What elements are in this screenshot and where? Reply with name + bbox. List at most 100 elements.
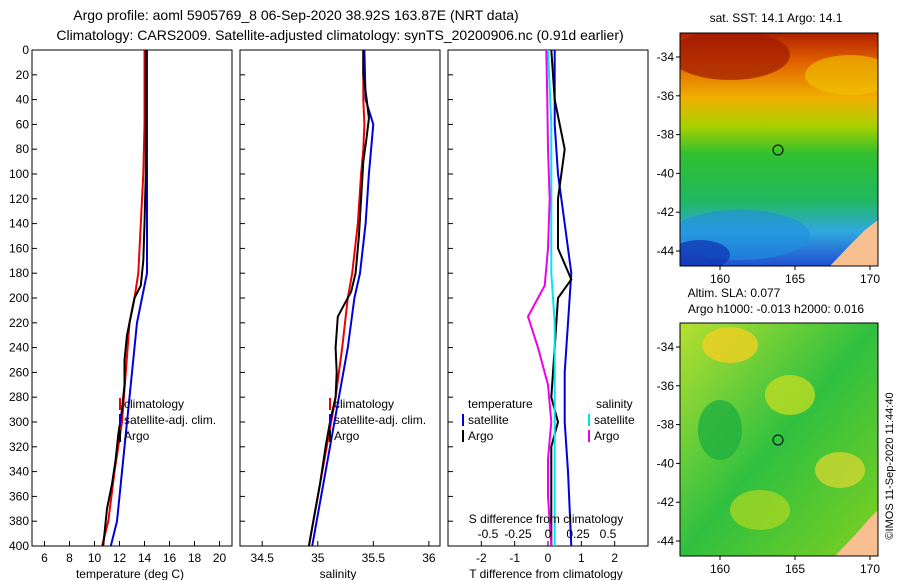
figure-title-line1: Argo profile: aoml 5905769_8 06-Sep-2020… [73, 7, 518, 23]
legend-salinity-heading: salinity [596, 397, 633, 411]
difference-x-ticks: -2 -1 0 1 2 [476, 541, 618, 565]
sla-map [680, 323, 878, 556]
depth-tick-label: 300 [9, 415, 29, 429]
series-line-argo [307, 50, 370, 547]
depth-tick-label: 80 [16, 142, 30, 156]
sla-map-frame [679, 322, 879, 557]
legend-argo-label: Argo [124, 429, 150, 443]
sla-high-patch [730, 490, 790, 530]
depth-axis: 0 20 40 60 80 100 120 140 160 180 200 220 240 260 280 3… [9, 43, 453, 553]
lon-tick-label: 160 [710, 562, 730, 576]
sst-map-frame [679, 32, 879, 267]
depth-tick-label: 320 [9, 440, 29, 454]
x-tick-label: 14 [138, 551, 152, 565]
sla-high-patch [765, 375, 815, 415]
legend-climatology-label: climatology [124, 397, 184, 411]
lat-tick-label: -42 [657, 495, 675, 509]
x-tick-label: 1 [578, 551, 585, 565]
x-tick-label: 35.5 [362, 551, 386, 565]
depth-tick-label: 200 [9, 291, 29, 305]
sla-map-axes: -34 -36 -38 -40 -42 -44 160 165 170 [657, 340, 881, 576]
top-x-tick-label: 0.5 [600, 527, 617, 541]
depth-tick-label: 220 [9, 316, 29, 330]
lon-tick-label: 165 [785, 272, 805, 286]
imos-credit: ©IMOS 11-Sep-2020 11:44:40 [884, 392, 896, 539]
depth-tick-label: 360 [9, 489, 29, 503]
depth-tick-label: 340 [9, 465, 29, 479]
series-line-satellite-adj-clim- [109, 50, 148, 547]
legend-temp-satellite-label: satellite [468, 413, 509, 427]
lat-tick-label: -40 [657, 166, 675, 180]
temperature-x-ticks: 6 8 10 12 14 16 18 20 [41, 541, 226, 565]
x-tick-label: 8 [66, 551, 73, 565]
lat-tick-label: -42 [657, 205, 675, 219]
x-tick-label: 0 [545, 551, 552, 565]
depth-tick-label: 280 [9, 390, 29, 404]
legend-sal-argo-label: Argo [594, 429, 620, 443]
sla-high-patch [815, 452, 865, 488]
series-line-salinity-argo [526, 49, 553, 547]
legend-satellite-label: satellite-adj. clim. [124, 413, 216, 427]
x-tick-label: 35 [311, 551, 325, 565]
x-tick-label: 34.5 [251, 551, 275, 565]
series-line-satellite-adj-clim- [311, 49, 375, 547]
salinity-legend: climatology satellite-adj. clim. Argo [329, 397, 426, 443]
depth-tick-label: 20 [16, 68, 30, 82]
argo-float-marker [772, 144, 784, 156]
depth-tick-label: 0 [22, 43, 29, 57]
depth-tick-label: 40 [16, 93, 30, 107]
depth-tick-label: 160 [9, 241, 29, 255]
depth-tick-label: 60 [16, 117, 30, 131]
legend-temp-argo-label: Argo [468, 429, 494, 443]
figure-title-line2: Climatology: CARS2009. Satellite-adjuste… [56, 27, 623, 43]
difference-legend-temperature: temperature satellite Argo [462, 397, 533, 443]
legend-sal-satellite-label: satellite [594, 413, 635, 427]
lat-tick-label: -34 [657, 50, 675, 64]
lon-tick-label: 165 [785, 562, 805, 576]
salinity-plot [307, 49, 375, 547]
temperature-x-label: temperature (deg C) [76, 567, 184, 580]
temperature-legend: climatology satellite-adj. clim. Argo [119, 397, 216, 443]
top-x-tick-label: -0.25 [504, 527, 532, 541]
difference-top-x-label: S difference from climatology [469, 512, 624, 526]
top-x-tick-label: 0.25 [566, 527, 590, 541]
x-tick-label: 12 [113, 551, 127, 565]
salinity-x-ticks: 34.5 35 35.5 36 [251, 541, 436, 565]
series-line-climatology [101, 50, 146, 547]
lat-tick-label: -34 [657, 340, 675, 354]
lat-tick-label: -38 [657, 418, 675, 432]
x-tick-label: 16 [163, 551, 177, 565]
depth-tick-label: 260 [9, 365, 29, 379]
land-new-zealand [835, 510, 878, 556]
lat-tick-label: -38 [657, 128, 675, 142]
legend-climatology-label: climatology [334, 397, 394, 411]
lat-tick-label: -36 [657, 89, 675, 103]
x-tick-label: 20 [213, 551, 227, 565]
temperature-plot [101, 50, 148, 547]
lon-tick-label: 170 [860, 562, 880, 576]
series-line-temperature-satellite [553, 50, 573, 547]
depth-tick-label: 400 [9, 539, 29, 553]
x-tick-label: 6 [41, 551, 48, 565]
top-x-tick-label: 0 [545, 527, 552, 541]
salinity-panel-frame [239, 49, 441, 547]
sst-warm-patch [805, 55, 878, 95]
legend-temperature-heading: temperature [468, 397, 533, 411]
legend-argo-label: Argo [334, 429, 360, 443]
sst-map-axes: -34 -36 -38 -40 -42 -44 160 165 170 [657, 50, 881, 286]
lat-tick-label: -44 [657, 534, 675, 548]
legend-satellite-label: satellite-adj. clim. [334, 413, 426, 427]
sla-low-patch [698, 400, 742, 460]
lon-tick-label: 170 [860, 272, 880, 286]
sla-map-subtitle: Argo h1000: -0.013 h2000: 0.016 [688, 302, 864, 316]
x-tick-label: 18 [188, 551, 202, 565]
difference-legend-salinity: salinity satellite Argo [588, 397, 635, 443]
lat-tick-label: -44 [657, 244, 675, 258]
land-new-zealand [830, 220, 878, 266]
series-line-climatology [307, 50, 366, 547]
argo-float-marker [772, 434, 784, 446]
sst-cool-patch [680, 240, 730, 266]
depth-tick-label: 240 [9, 341, 29, 355]
difference-top-x-ticks: -0.5 -0.25 0 0.25 0.5 [478, 527, 617, 541]
